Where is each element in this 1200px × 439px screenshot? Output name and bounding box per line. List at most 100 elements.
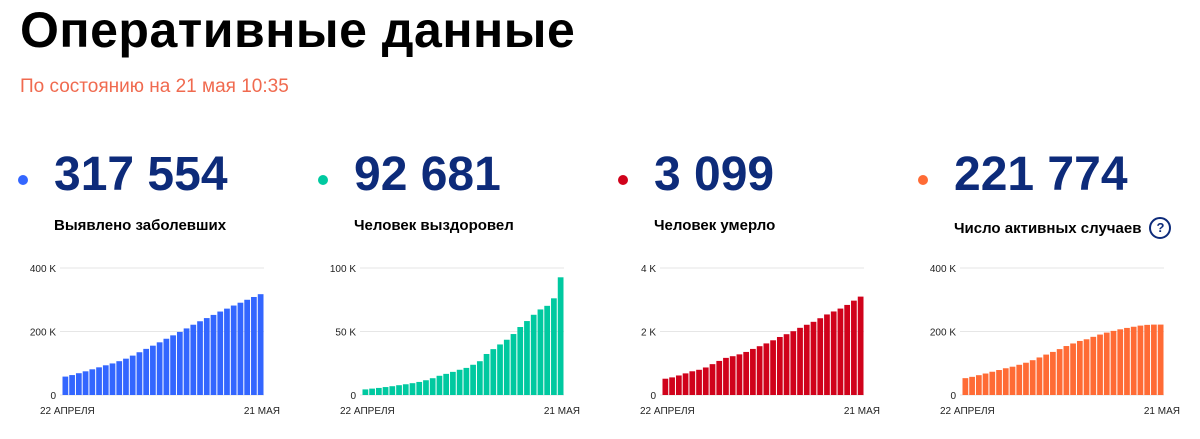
- chart-bar: [817, 318, 824, 395]
- chart-bar: [402, 384, 409, 395]
- chart-bar: [443, 373, 450, 395]
- help-icon[interactable]: ?: [1149, 217, 1172, 239]
- active-dot-icon: [918, 175, 928, 185]
- chart-bar: [824, 314, 830, 395]
- y-tick-label: 2 K: [641, 328, 656, 339]
- chart-bar: [982, 373, 989, 395]
- chart-bar: [450, 371, 456, 395]
- chart-bar: [750, 348, 756, 395]
- chart-bar: [736, 354, 743, 395]
- chart-bar: [510, 334, 517, 395]
- deaths-value: 3 099: [654, 148, 775, 201]
- chart-bar: [696, 369, 702, 395]
- chart-bar: [75, 373, 82, 395]
- chart-bar: [62, 376, 69, 395]
- chart-bar: [230, 305, 237, 395]
- y-tick-label: 50 K: [335, 328, 356, 339]
- chart-bar: [763, 343, 770, 395]
- chart-bar: [423, 380, 429, 395]
- chart-bar: [203, 318, 210, 395]
- chart-bar: [1144, 324, 1151, 395]
- chart-bar: [1056, 349, 1063, 395]
- chart-bar: [743, 351, 750, 395]
- chart-bar: [1036, 357, 1043, 395]
- y-tick-label: 200 K: [930, 328, 956, 339]
- chart-bar: [975, 375, 982, 395]
- chart-bar: [844, 304, 851, 395]
- chart-bar: [116, 361, 123, 395]
- y-tick-label: 400 K: [930, 264, 956, 275]
- chart-bar: [770, 340, 776, 395]
- x-start-label: 22 АПРЕЛЯ: [940, 406, 995, 417]
- chart-bar: [1117, 329, 1124, 395]
- x-end-label: 21 МАЯ: [244, 406, 280, 417]
- chart-bar: [776, 336, 783, 395]
- chart-bar: [109, 363, 116, 395]
- chart-bar: [436, 375, 443, 395]
- chart-bar: [996, 370, 1002, 395]
- stat-card-recovered: 92 681 Человек выздоровел 0 50 K 100 K 22 А…: [318, 145, 588, 435]
- chart-bar: [237, 302, 244, 395]
- chart-bar: [490, 349, 497, 395]
- chart-bar: [1050, 351, 1056, 395]
- y-tick-label: 200 K: [30, 328, 56, 339]
- chart-bar: [1043, 354, 1050, 395]
- chart-bar: [857, 296, 864, 395]
- chart-bar: [1130, 326, 1137, 395]
- chart-bar: [682, 373, 689, 395]
- chart-bar: [382, 387, 389, 395]
- confirmed-chart: 0 200 K 400 K 22 АПРЕЛЯ 21 МАЯ: [30, 264, 280, 417]
- chart-bar: [1157, 324, 1164, 395]
- chart-bar: [1151, 324, 1157, 395]
- chart-bar: [1002, 368, 1009, 395]
- confirmed-label: Выявлено заболевших: [54, 217, 227, 234]
- y-tick-label: 0: [950, 391, 956, 402]
- chart-bar: [170, 335, 176, 395]
- chart-bar: [723, 357, 729, 395]
- chart-bar: [797, 327, 803, 395]
- chart-bar: [969, 376, 975, 395]
- chart-bar: [1029, 360, 1036, 395]
- x-start-label: 22 АПРЕЛЯ: [40, 406, 95, 417]
- chart-bar: [244, 299, 251, 395]
- chart-bar: [851, 300, 857, 395]
- x-start-label: 22 АПРЕЛЯ: [640, 406, 695, 417]
- chart-bar: [551, 298, 557, 395]
- chart-bar: [729, 356, 736, 395]
- chart-bar: [176, 331, 183, 395]
- active-label: Число активных случаев: [954, 219, 1142, 237]
- chart-bar: [429, 378, 436, 395]
- chart-bar: [369, 388, 375, 395]
- chart-bar: [1124, 327, 1130, 395]
- recovered-dot-icon: [318, 175, 328, 185]
- y-tick-label: 0: [350, 391, 356, 402]
- recovered-value: 92 681: [354, 148, 501, 201]
- chart-bar: [456, 369, 463, 395]
- deaths-label: Человек умерло: [654, 217, 776, 234]
- y-tick-label: 4 K: [641, 264, 656, 275]
- chart-bar: [989, 371, 996, 395]
- chart-bar: [662, 378, 669, 395]
- timestamp-subtitle: По состоянию на 21 мая 10:35: [20, 76, 289, 97]
- x-end-label: 21 МАЯ: [544, 406, 580, 417]
- x-end-label: 21 МАЯ: [844, 406, 880, 417]
- chart-bar: [702, 367, 709, 395]
- chart-bar: [197, 321, 203, 395]
- confirmed-value: 317 554: [54, 148, 228, 201]
- chart-bar: [129, 355, 136, 395]
- chart-bar: [830, 311, 837, 395]
- chart-bar: [150, 345, 156, 395]
- chart-bar: [89, 369, 96, 395]
- chart-bar: [837, 308, 844, 395]
- chart-bar: [210, 314, 217, 395]
- chart-bar: [1009, 366, 1016, 395]
- chart-bar: [962, 378, 969, 395]
- chart-bar: [1063, 346, 1070, 395]
- chart-bar: [190, 324, 197, 395]
- chart-bar: [709, 364, 716, 395]
- chart-bar: [362, 389, 369, 395]
- page-title: Оперативные данные: [20, 2, 576, 58]
- y-tick-label: 400 K: [30, 264, 56, 275]
- chart-bar: [476, 361, 483, 395]
- chart-bar: [224, 308, 230, 395]
